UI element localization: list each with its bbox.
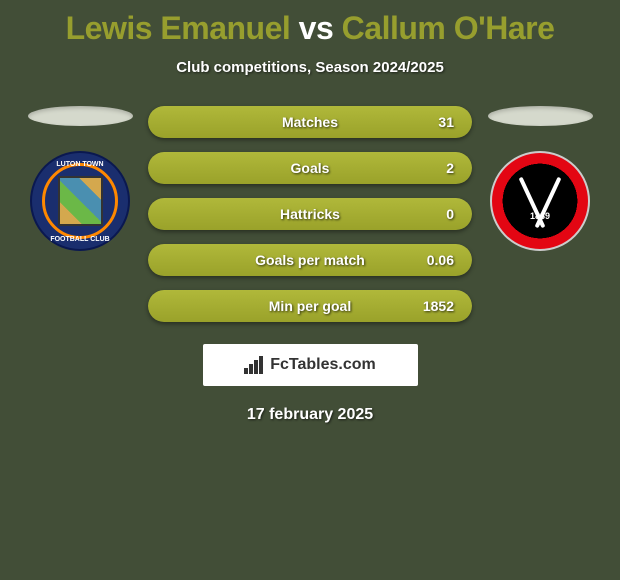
player1-name: Lewis Emanuel <box>66 10 291 46</box>
luton-bottom-text: FOOTBALL CLUB <box>30 236 130 243</box>
stat-label-wrap: Hattricks <box>148 198 472 230</box>
player2-name: Callum O'Hare <box>342 10 555 46</box>
stat-value: 0 <box>446 198 454 230</box>
stat-row: Min per goal 1852 <box>148 290 472 322</box>
vs-text: vs <box>299 10 334 46</box>
stat-row: Goals per match 0.06 <box>148 244 472 276</box>
bars-icon <box>244 356 264 374</box>
stat-row: Goals 2 <box>148 152 472 184</box>
content-area: LUTON TOWN FOOTBALL CLUB Matches 31 Goals 2… <box>0 106 620 322</box>
comparison-title: Lewis Emanuel vs Callum O'Hare <box>0 0 620 47</box>
luton-shield-icon <box>58 176 103 226</box>
shadow-ellipse-left <box>28 106 133 126</box>
sheffield-year: 1889 <box>530 211 550 221</box>
sheffield-crest-icon: 1889 <box>490 151 590 251</box>
stat-label: Goals <box>291 160 330 176</box>
stat-row: Matches 31 <box>148 106 472 138</box>
right-crest-column: 1889 <box>480 106 600 251</box>
subtitle: Club competitions, Season 2024/2025 <box>0 59 620 76</box>
stats-list: Matches 31 Goals 2 Hattricks 0 Goals per match… <box>140 106 480 322</box>
stat-label: Min per goal <box>269 298 351 314</box>
stat-label: Hattricks <box>280 206 340 222</box>
left-crest-column: LUTON TOWN FOOTBALL CLUB <box>20 106 140 251</box>
branding-box: FcTables.com <box>203 344 418 386</box>
stat-label-wrap: Goals <box>148 152 472 184</box>
stat-label: Goals per match <box>255 252 365 268</box>
branding-text: FcTables.com <box>270 356 376 374</box>
stat-value: 0.06 <box>427 244 454 276</box>
stat-value: 2 <box>446 152 454 184</box>
stat-value: 1852 <box>423 290 454 322</box>
stat-value: 31 <box>438 106 454 138</box>
stat-label-wrap: Matches <box>148 106 472 138</box>
stat-label: Matches <box>282 114 338 130</box>
luton-crest-icon: LUTON TOWN FOOTBALL CLUB <box>30 151 130 251</box>
stat-row: Hattricks 0 <box>148 198 472 230</box>
date-text: 17 february 2025 <box>0 406 620 424</box>
luton-top-text: LUTON TOWN <box>30 161 130 168</box>
stat-label-wrap: Goals per match <box>148 244 472 276</box>
shadow-ellipse-right <box>488 106 593 126</box>
